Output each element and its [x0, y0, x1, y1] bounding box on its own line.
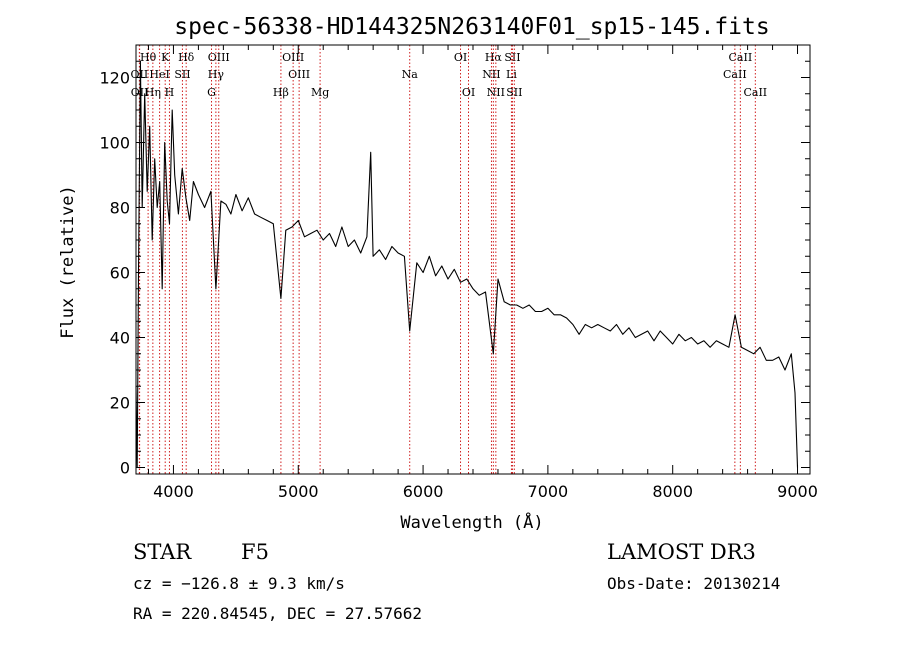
x-tick-label: 9000 — [777, 482, 818, 501]
line-label: OI — [462, 86, 475, 99]
y-tick-label: 60 — [110, 264, 130, 283]
line-label: K — [161, 51, 170, 64]
line-label: CaII — [743, 86, 767, 99]
line-label: Hβ — [273, 86, 289, 99]
line-label: HeI — [149, 68, 169, 81]
y-tick-label: 0 — [120, 459, 130, 478]
line-label: Na — [402, 68, 419, 81]
line-label: Hγ — [208, 68, 225, 81]
line-label: SII — [504, 51, 520, 64]
line-label: Hδ — [178, 51, 195, 64]
line-label: Li — [506, 68, 517, 81]
line-label: OIII — [288, 68, 310, 81]
line-label: Hθ — [140, 51, 157, 64]
flux-series-line — [135, 60, 799, 469]
observation-date: Obs-Date: 20130214 — [607, 574, 781, 593]
line-label: OI — [454, 51, 467, 64]
x-tick-label: 7000 — [528, 482, 569, 501]
y-tick-label: 80 — [110, 199, 130, 218]
line-label: G — [207, 86, 216, 99]
y-axis-label: Flux (relative) — [58, 185, 78, 339]
plot-frame — [135, 44, 811, 475]
x-tick-label: 8000 — [652, 482, 693, 501]
y-tick-label: 120 — [99, 69, 130, 88]
y-tick-label: 100 — [99, 134, 130, 153]
y-tick-label: 40 — [110, 329, 130, 348]
x-tick-label: 4000 — [153, 482, 194, 501]
line-label: Hη — [145, 86, 161, 99]
line-label: NII — [487, 86, 505, 99]
survey-name: LAMOST DR3 — [607, 540, 756, 564]
axes: 4000 5000 6000 7000 8000 9000 0 20 40 60 80 100 120 — [99, 44, 818, 501]
chart-title: spec-56338-HD144325N263140F01_sp15-145.f… — [174, 14, 769, 40]
x-axis-label: Wavelength (Å) — [400, 511, 543, 533]
line-label: Hα — [485, 51, 503, 64]
line-label: OIII — [208, 51, 230, 64]
line-label: SII — [506, 86, 522, 99]
coordinates: RA = 220.84545, DEC = 27.57662 — [133, 604, 422, 623]
y-tick-label: 20 — [110, 394, 130, 413]
line-label: Mg — [311, 86, 329, 99]
line-label: NII — [482, 68, 500, 81]
line-label: OIII — [282, 51, 304, 64]
redshift-value: cz = −126.8 ± 9.3 km/s — [133, 574, 345, 593]
line-label: CaII — [723, 68, 747, 81]
spectrum-marks — [135, 60, 799, 469]
object-class: STAR — [133, 540, 192, 564]
line-label: SII — [174, 68, 190, 81]
x-tick-label: 5000 — [278, 482, 319, 501]
line-label: H — [165, 86, 175, 99]
line-label: CaII — [729, 51, 753, 64]
object-subclass: F5 — [241, 540, 269, 564]
x-tick-label: 6000 — [403, 482, 444, 501]
